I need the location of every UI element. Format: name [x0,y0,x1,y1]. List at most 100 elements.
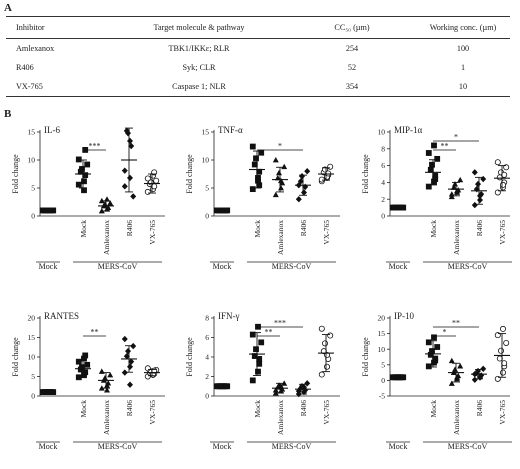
x-tick-label: VX-765 [148,220,157,245]
y-axis-label: Fold change [185,337,194,377]
data-point [105,380,112,386]
data-point [321,340,328,347]
group-label-mers: MERS-CoV [448,262,488,271]
data-point [107,371,114,378]
data-point [448,191,455,197]
data-point [448,380,455,386]
x-tick-label: Amlexanox [102,400,111,435]
x-tick-label: Mock [79,400,88,418]
data-point [253,346,259,353]
data-point [127,137,133,145]
data-point [471,376,478,383]
data-point [121,167,128,174]
data-point [123,353,130,360]
data-point [425,183,432,190]
table-row: R406 Syk; CLR 52 1 [6,58,510,77]
y-tick-label: 2 [205,372,209,381]
x-tick-label: R406 [475,400,484,417]
data-point [278,185,284,191]
data-point [98,197,105,204]
data-point [297,178,304,185]
table-cell: 100 [456,44,470,53]
data-point [258,339,265,346]
group-label-mers: MERS-CoV [98,442,138,451]
y-axis-label: Fold change [11,337,20,377]
data-point [431,142,437,149]
y-axis-label: Fold change [361,154,370,194]
y-tick-label: 0 [381,376,385,385]
significance-label: *** [274,319,286,328]
data-point [454,374,460,380]
data-point [249,143,256,150]
x-tick-label: VX-765 [322,220,331,245]
x-tick-label: Mock [253,400,262,418]
data-point [301,189,307,196]
chart-panel: 0 2 4 6 8 Fold change IFN-γ Mock Amlexanox R406 VX… [185,311,340,451]
data-point [127,381,133,388]
data-point [318,176,325,183]
group-label-mers: MERS-CoV [448,442,488,451]
data-point [121,369,128,376]
data-point [425,150,432,156]
table-cell: TBK1/IKKε; RLR [168,44,230,53]
data-point [128,142,135,150]
y-tick-label: 10 [378,345,386,354]
x-tick-label: R406 [299,220,308,237]
data-point [503,339,510,346]
y-tick-label: 2 [381,195,385,204]
chart-panel: 0 5 10 15 20 Fold change RANTES Mock Amlexanox R4… [11,311,165,451]
data-point [144,175,151,182]
data-point [497,347,504,354]
x-tick-label: Mock [253,220,262,238]
data-point [153,177,160,184]
y-tick-label: 10 [202,156,210,165]
data-point [84,361,91,368]
data-point [281,380,288,386]
x-tick-label: Mock [429,400,438,418]
y-tick-label: 5 [205,184,209,193]
table-header: Target molecule & pathway [110,16,288,39]
data-point [431,334,437,341]
x-tick-label: Mock [429,220,438,238]
x-tick-label: R406 [125,220,134,237]
data-point [272,157,279,163]
x-tick-label: Amlexanox [452,400,461,435]
y-tick-label: 15 [28,128,36,137]
y-tick-label: 6 [381,161,385,170]
data-point [276,169,282,176]
data-point [457,363,464,369]
group-label-mock: Mock [213,262,232,271]
data-point [125,347,131,355]
data-point [272,390,279,396]
x-tick-label: Amlexanox [452,220,461,255]
data-point [318,325,325,332]
significance-label: * [278,142,282,151]
x-tick-label: Mock [79,220,88,238]
y-tick-label: 15 [378,329,386,338]
group-label-mock: Mock [389,442,408,451]
data-point [434,344,441,350]
x-tick-label: Amlexanox [276,400,285,435]
data-point [304,168,311,175]
chart-panel: -5 0 5 10 15 20 Fold change IP-10 Mock Amlexanox R… [361,311,512,451]
data-point [105,204,112,210]
y-axis-label: Fold change [185,154,194,194]
y-tick-label: 0 [205,212,209,221]
table-cell: Syk; CLR [182,63,216,72]
group-label-mers: MERS-CoV [272,262,312,271]
group-label-mock: Mock [39,442,58,451]
data-point [98,207,105,214]
chart-title: IL-6 [44,125,60,135]
data-point [102,201,108,207]
data-point [278,383,284,389]
data-point [429,161,435,168]
data-point [448,357,455,364]
data-point [452,366,458,372]
data-point [144,188,151,195]
y-tick-label: 8 [381,144,385,153]
table-header: Working conc. (µm) [416,16,510,39]
data-point [279,386,286,392]
table-cell: 10 [416,77,510,97]
inhibitor-table: Inhibitor Target molecule & pathway CC₅₀… [6,16,510,97]
y-axis-label: Fold change [11,154,20,194]
